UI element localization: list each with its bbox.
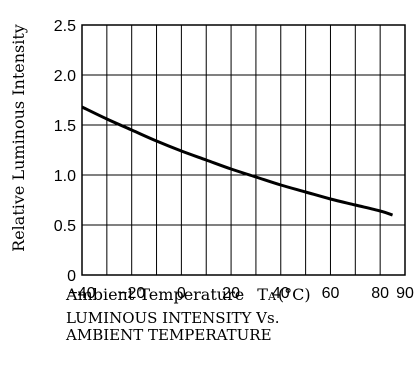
caption-line-2: AMBIENT TEMPERATURE	[65, 326, 272, 344]
grid	[81, 24, 406, 276]
y-tick-label: 1.0	[54, 168, 76, 185]
x-tick-label: 20	[222, 285, 240, 302]
y-tick-label: 0.5	[54, 218, 76, 235]
x-axis-label-subscript: A	[267, 290, 277, 303]
y-tick-label: 0	[67, 268, 76, 285]
y-tick-label: 2.5	[54, 18, 76, 35]
x-axis-label-unit: (°C)	[278, 285, 311, 304]
x-tick-label: 0	[177, 285, 186, 302]
x-tick-label: −40	[68, 285, 95, 302]
y-axis-label: Relative Luminous Intensity	[9, 24, 28, 252]
y-tick-label: 2.0	[54, 68, 76, 85]
x-axis-label-text: Ambient Temperature	[65, 285, 244, 304]
x-tick-label: 40	[272, 285, 290, 302]
x-tick-label: 60	[322, 285, 340, 302]
caption-line-1: LUMINOUS INTENSITY Vs.	[66, 309, 279, 327]
y-tick-label: 1.5	[54, 118, 76, 135]
plot-frame	[81, 24, 406, 276]
x-tick-label: 80	[371, 285, 389, 302]
x-tick-label: 90	[396, 285, 414, 302]
x-axis-label: Ambient Temperature TA (°C)	[65, 285, 311, 304]
tick-labels: −40 −20 0 20 40 60 80 90 0 0.5 1.0 1.5 2.0 2.5	[54, 18, 414, 302]
x-tick-label: −20	[118, 285, 145, 302]
series-line	[81, 105, 394, 217]
series-layer	[81, 105, 394, 217]
x-axis-label-symbol: T	[257, 285, 268, 304]
